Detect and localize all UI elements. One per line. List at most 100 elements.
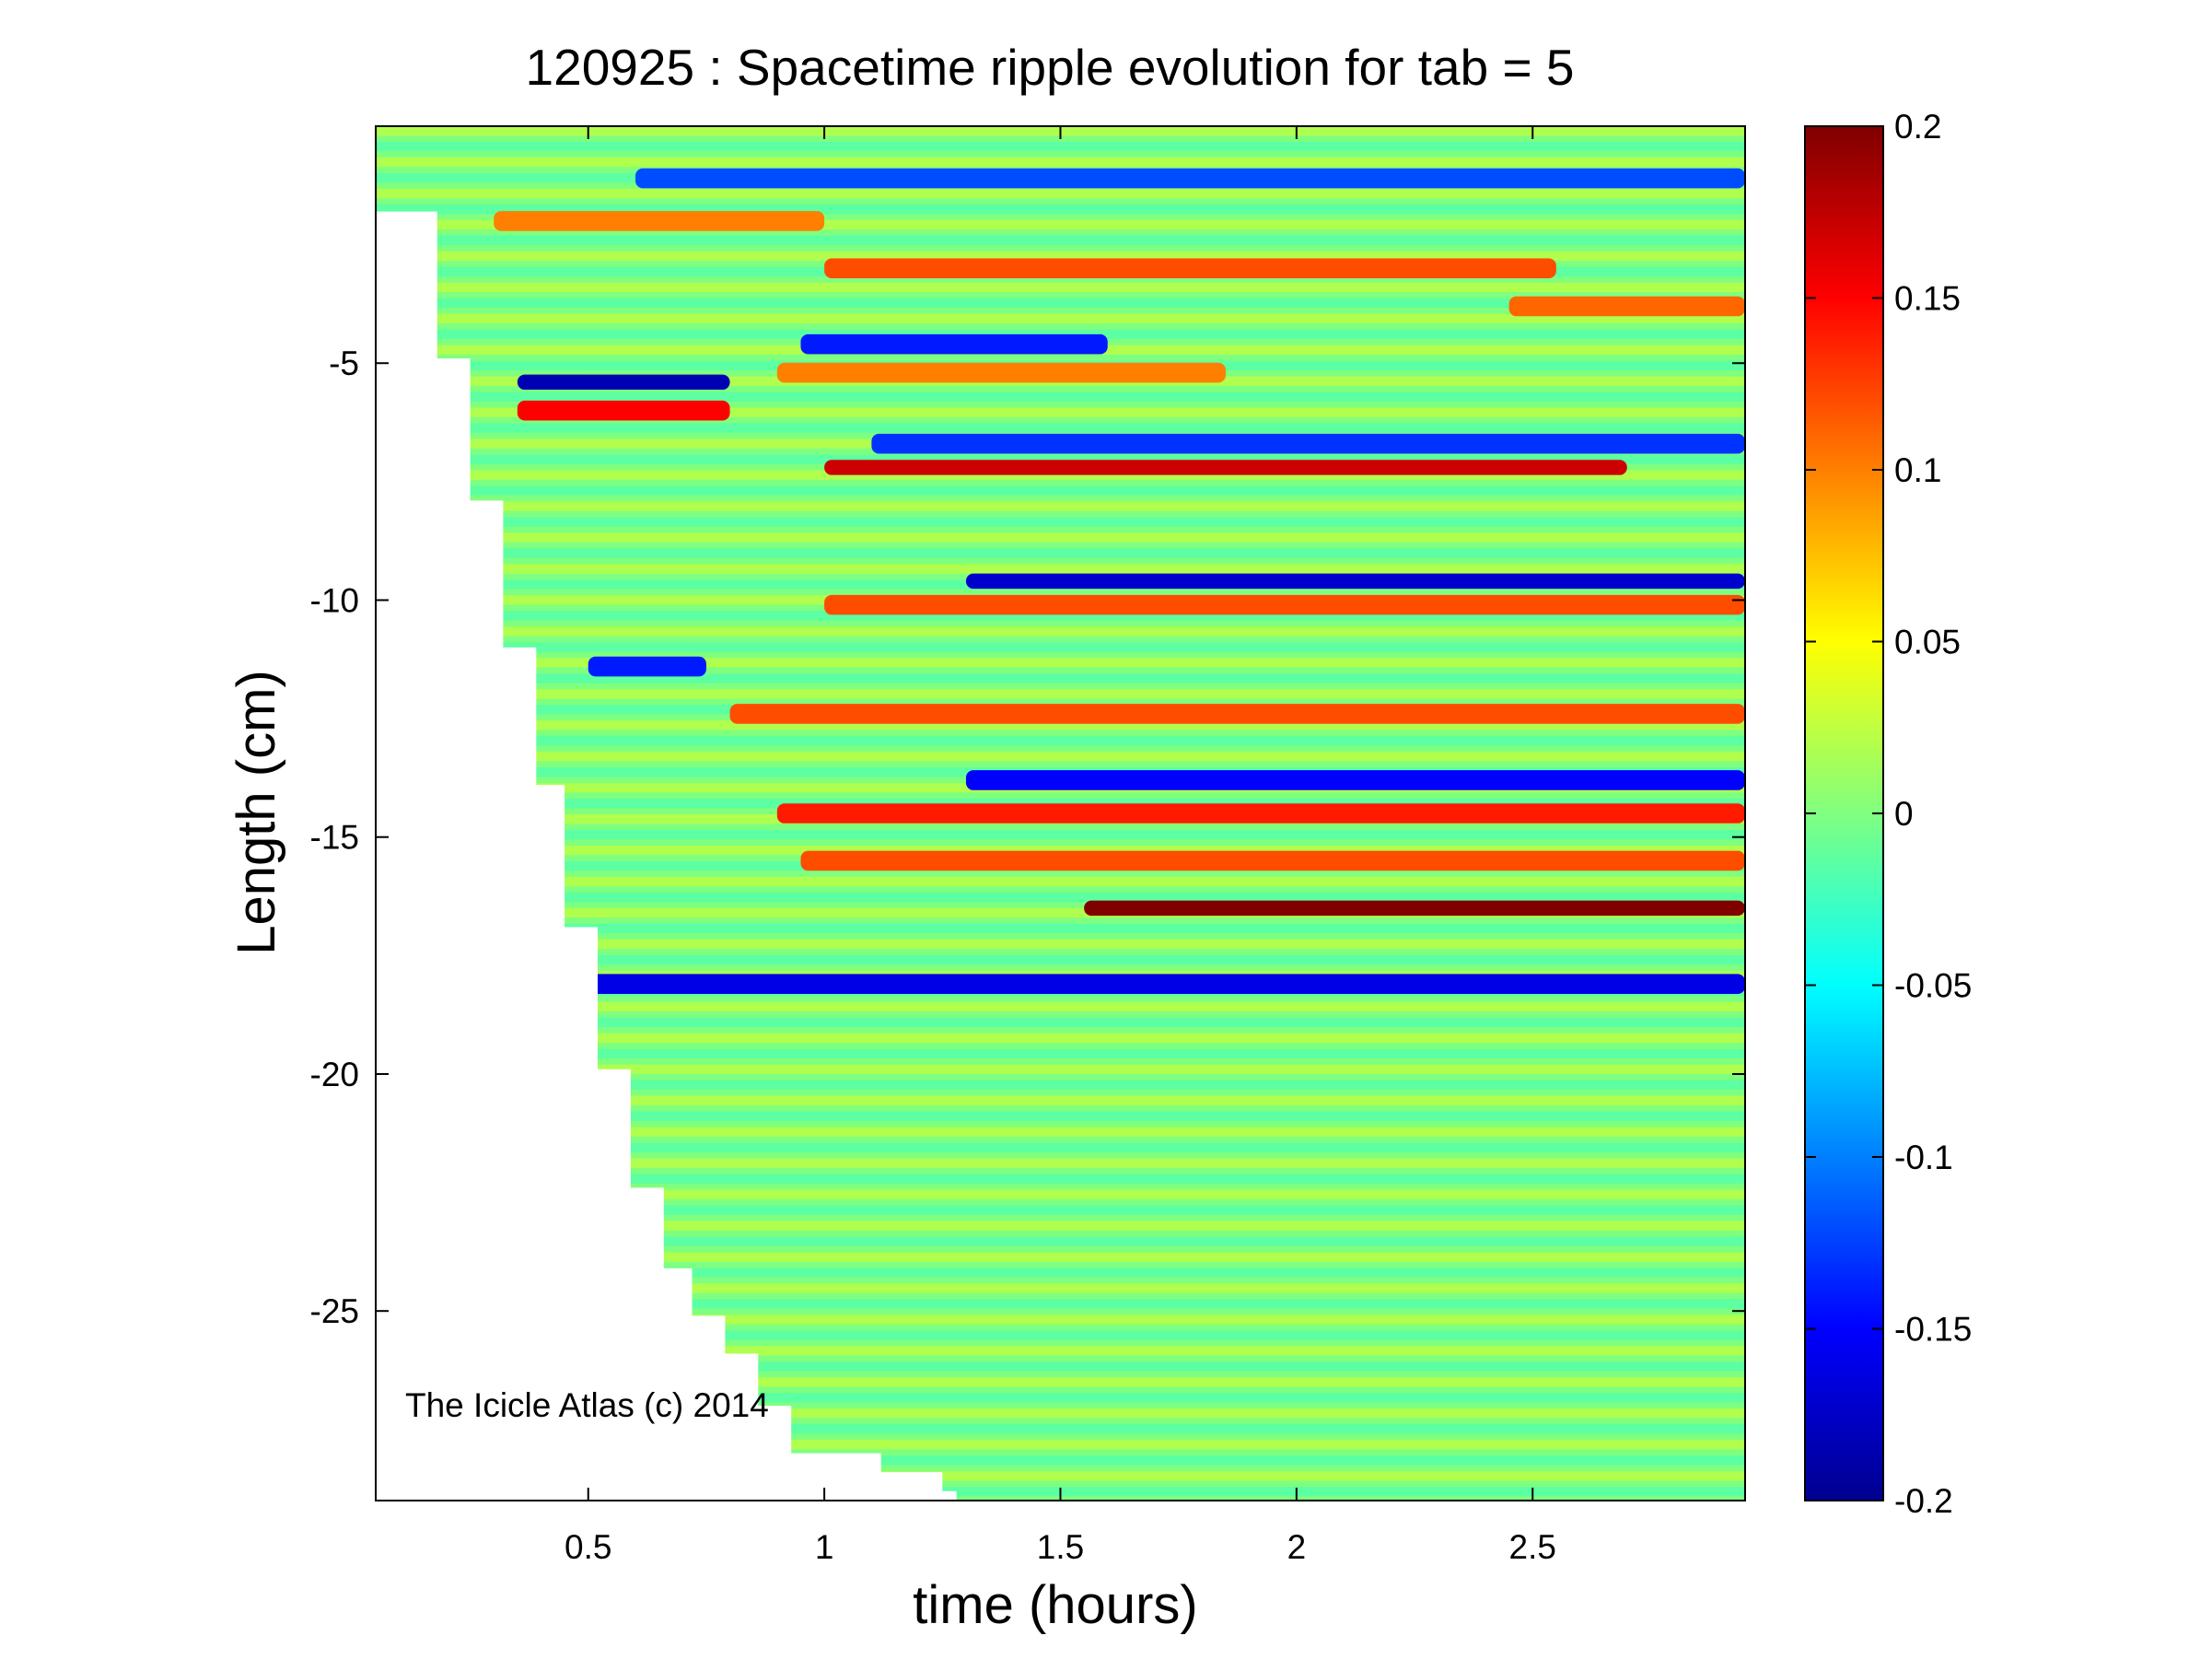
texture-stripe xyxy=(376,1330,1745,1340)
ripple-band xyxy=(729,704,1745,724)
ripple-band xyxy=(965,573,1745,590)
x-tick-label: 2 xyxy=(1287,1528,1307,1566)
texture-stripe xyxy=(376,1127,1745,1137)
y-axis: -5 -10 -15 -20 -25 xyxy=(310,345,1745,1330)
x-tick-label: 1 xyxy=(815,1528,834,1566)
texture-stripe xyxy=(376,1377,1745,1387)
texture-stripe xyxy=(376,532,1745,543)
texture-stripe xyxy=(376,501,1745,511)
colorbar xyxy=(1804,125,1884,1501)
ripple-band xyxy=(635,168,1745,189)
x-axis: 0.5 1 1.5 2 2.5 xyxy=(565,126,1556,1566)
texture-stripe xyxy=(376,1455,1745,1466)
texture-stripe xyxy=(376,1189,1745,1199)
texture-stripe xyxy=(376,1048,1745,1058)
ripple-band xyxy=(800,850,1745,871)
colorbar-tick-label: 0 xyxy=(1894,795,1914,833)
texture-stripe xyxy=(376,219,1745,230)
texture-stripe xyxy=(376,485,1745,496)
y-tick-label: -20 xyxy=(310,1056,359,1093)
texture-stripe xyxy=(376,548,1745,558)
texture-stripe xyxy=(376,752,1745,762)
texture-stripe xyxy=(376,1299,1745,1309)
ripple-band xyxy=(824,594,1745,615)
texture-stripe xyxy=(376,923,1745,934)
ripple-bands xyxy=(494,168,1745,995)
texture-stripe xyxy=(376,1471,1745,1481)
texture-stripe xyxy=(376,907,1745,918)
texture-stripe xyxy=(376,1064,1745,1074)
ripple-band xyxy=(517,374,730,391)
colorbar-tick-label: 0.2 xyxy=(1894,108,1941,146)
ripple-band xyxy=(494,211,825,231)
texture-stripe xyxy=(376,298,1745,309)
chart-title: 120925 : Spacetime ripple evolution for … xyxy=(526,39,1575,96)
x-axis-label: time (hours) xyxy=(913,1575,1197,1635)
texture-stripe xyxy=(376,1017,1745,1028)
texture-stripe xyxy=(376,407,1745,417)
texture-stripe xyxy=(376,329,1745,340)
ripple-band xyxy=(1084,900,1745,917)
texture-stripe xyxy=(376,313,1745,324)
texture-stripe xyxy=(376,1346,1745,1356)
colorbar-tick-label: -0.1 xyxy=(1894,1139,1953,1176)
texture-stripe xyxy=(376,1205,1745,1215)
ripple-band xyxy=(824,258,1556,279)
texture-stripe xyxy=(376,720,1745,730)
texture-stripe xyxy=(376,1111,1745,1121)
ripple-band xyxy=(588,974,1745,995)
texture-stripe xyxy=(376,1424,1745,1434)
texture-stripe xyxy=(376,454,1745,464)
texture-stripe xyxy=(376,1408,1745,1419)
texture-stripe xyxy=(376,658,1745,668)
colorbar-tick-label: -0.05 xyxy=(1894,967,1972,1005)
texture-stripe xyxy=(376,188,1745,199)
colorbar-ticks: 0.2 0.15 0.1 0.05 0 -0.05 -0.1 -0.15 -0.2 xyxy=(1805,108,1972,1520)
texture-stripe xyxy=(376,235,1745,246)
ripple-band xyxy=(871,433,1745,454)
texture-stripe xyxy=(376,1221,1745,1231)
texture-stripe xyxy=(376,954,1745,965)
texture-stripe xyxy=(376,1252,1745,1262)
no-data-region xyxy=(376,211,957,1501)
texture-stripe xyxy=(376,642,1745,652)
texture-stripe xyxy=(376,251,1745,262)
ripple-band xyxy=(800,333,1108,355)
texture-stripe xyxy=(376,736,1745,746)
copyright-annotation: The Icicle Atlas (c) 2014 xyxy=(405,1386,769,1424)
y-tick-label: -15 xyxy=(310,819,359,857)
texture-stripe xyxy=(376,1001,1745,1012)
texture-stripe xyxy=(376,1033,1745,1044)
ripple-band xyxy=(517,400,730,421)
texture-stripe xyxy=(376,845,1745,856)
colorbar-tick-label: 0.1 xyxy=(1894,451,1941,489)
ripple-band xyxy=(776,362,1226,383)
texture-stripe xyxy=(376,830,1745,840)
ripple-band xyxy=(1508,296,1745,317)
colorbar-tick-label: -0.15 xyxy=(1894,1311,1972,1349)
texture-stripe xyxy=(376,1393,1745,1403)
texture-stripe xyxy=(376,1095,1745,1105)
texture-stripe xyxy=(376,1142,1745,1152)
texture-stripe xyxy=(376,1361,1745,1372)
texture-stripe xyxy=(376,939,1745,950)
texture-stripe xyxy=(376,282,1745,293)
texture-stripe xyxy=(376,517,1745,527)
texture-stripe xyxy=(376,876,1745,887)
texture-stripe xyxy=(376,626,1745,637)
y-tick-label: -25 xyxy=(310,1292,359,1330)
x-tick-label: 0.5 xyxy=(565,1528,611,1566)
colorbar-tick-label: 0.05 xyxy=(1894,624,1961,661)
texture-stripe xyxy=(376,1268,1745,1278)
y-tick-label: -5 xyxy=(329,345,359,382)
texture-stripe xyxy=(376,204,1745,215)
texture-stripe xyxy=(376,611,1745,621)
colorbar-tick-label: -0.2 xyxy=(1894,1482,1953,1520)
texture-stripe xyxy=(376,1283,1745,1293)
texture-stripe xyxy=(376,1080,1745,1090)
texture-stripe xyxy=(376,1314,1745,1325)
texture-stripe xyxy=(376,1440,1745,1450)
texture-stripe xyxy=(376,1236,1745,1246)
texture-stripe xyxy=(376,689,1745,699)
